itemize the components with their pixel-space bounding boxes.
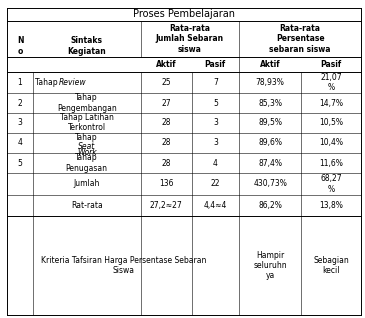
- Text: 5: 5: [18, 159, 23, 168]
- Text: Seat: Seat: [78, 142, 95, 151]
- Text: 4: 4: [213, 159, 218, 168]
- Text: 21,07
%: 21,07 %: [320, 73, 342, 92]
- Text: Aktif: Aktif: [156, 60, 176, 69]
- Text: 7: 7: [213, 78, 218, 87]
- Text: 5: 5: [213, 99, 218, 107]
- Text: 28: 28: [161, 138, 171, 148]
- Text: Rata-rata
Jumlah Sebaran
siswa: Rata-rata Jumlah Sebaran siswa: [156, 24, 224, 54]
- Text: 86,2%: 86,2%: [258, 201, 282, 210]
- Text: 14,7%: 14,7%: [319, 99, 343, 107]
- Text: 1: 1: [18, 78, 23, 87]
- Text: Kriteria Tafsiran Harga Persentase Sebaran
Siswa: Kriteria Tafsiran Harga Persentase Sebar…: [41, 256, 206, 275]
- Text: 89,5%: 89,5%: [258, 118, 282, 127]
- Text: Pasif: Pasif: [205, 60, 226, 69]
- Text: Tahap: Tahap: [35, 78, 59, 87]
- Text: 28: 28: [161, 118, 171, 127]
- Text: Pasif: Pasif: [320, 60, 342, 69]
- Text: 25: 25: [161, 78, 171, 87]
- Text: 78,93%: 78,93%: [255, 78, 285, 87]
- Text: 27,2≈27: 27,2≈27: [150, 201, 182, 210]
- Text: 4,4≈4: 4,4≈4: [204, 201, 227, 210]
- Text: 11,6%: 11,6%: [319, 159, 343, 168]
- Text: Tahap
Pengembangan: Tahap Pengembangan: [57, 93, 116, 113]
- Text: 28: 28: [161, 159, 171, 168]
- Text: 13,8%: 13,8%: [319, 201, 343, 210]
- Text: Tahap: Tahap: [76, 133, 98, 142]
- Text: 87,4%: 87,4%: [258, 159, 282, 168]
- Text: Rata-rata
Persentase
sebaran siswa: Rata-rata Persentase sebaran siswa: [269, 24, 331, 54]
- Text: N
o: N o: [17, 36, 23, 56]
- Text: Tahap
Penugasan: Tahap Penugasan: [66, 153, 108, 173]
- Text: Sintaks
Kegiatan: Sintaks Kegiatan: [67, 36, 106, 56]
- Text: 10,5%: 10,5%: [319, 118, 343, 127]
- Text: Hampir
seluruhn
ya: Hampir seluruhn ya: [253, 251, 287, 280]
- Text: 27: 27: [161, 99, 171, 107]
- Text: Proses Pembelajaran: Proses Pembelajaran: [133, 9, 235, 19]
- Text: Jumlah: Jumlah: [73, 179, 100, 188]
- Text: 430,73%: 430,73%: [253, 179, 287, 188]
- Text: 22: 22: [211, 179, 220, 188]
- Text: 3: 3: [213, 118, 218, 127]
- Text: Tahap Latihan
Terkontrol: Tahap Latihan Terkontrol: [60, 113, 114, 133]
- Text: Aktif: Aktif: [260, 60, 280, 69]
- Text: 136: 136: [159, 179, 173, 188]
- Text: 3: 3: [213, 138, 218, 148]
- Text: 68,27
%: 68,27 %: [320, 174, 342, 194]
- Text: 3: 3: [18, 118, 23, 127]
- Text: 4: 4: [18, 138, 23, 148]
- Text: Review: Review: [58, 78, 86, 87]
- Text: 85,3%: 85,3%: [258, 99, 282, 107]
- Text: Work: Work: [77, 148, 96, 157]
- Text: 2: 2: [18, 99, 23, 107]
- Text: Sebagian
kecil: Sebagian kecil: [314, 256, 349, 275]
- Text: 10,4%: 10,4%: [319, 138, 343, 148]
- Text: Rat-rata: Rat-rata: [71, 201, 103, 210]
- Text: 89,6%: 89,6%: [258, 138, 282, 148]
